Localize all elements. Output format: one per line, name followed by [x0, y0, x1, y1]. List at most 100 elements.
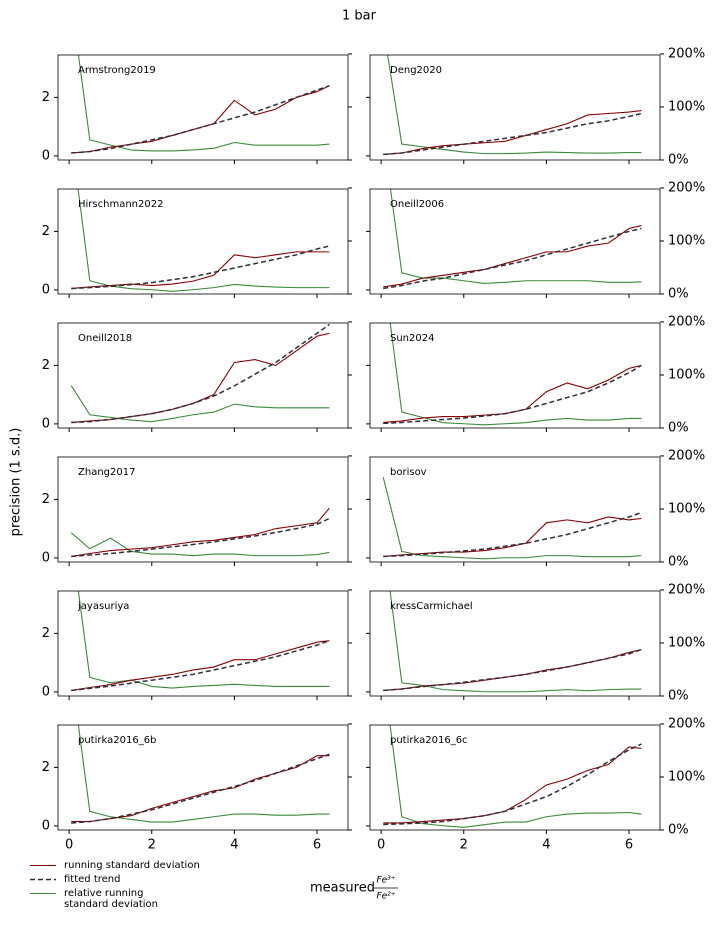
series-line — [382, 477, 642, 560]
series-line — [389, 591, 642, 693]
series-line — [71, 507, 330, 557]
y2-tick-label: 200% — [668, 448, 705, 463]
panel: Deng2020 0% 100% 200% — [366, 46, 705, 168]
plot-area — [70, 323, 330, 424]
panel-title: kressCarmichael — [390, 601, 473, 612]
y-tick-label: 0 — [42, 684, 50, 699]
series-line — [383, 648, 642, 691]
panel-title: borisov — [390, 467, 427, 478]
series-line — [71, 517, 330, 558]
plot-area — [382, 477, 642, 560]
axes-frame — [57, 54, 349, 161]
panel: putirka2016_6b 0 2 4 6 0 2 — [42, 723, 352, 853]
x-tick-label: 6 — [313, 838, 321, 853]
x-axis-label-numerator: Fe³⁺ — [376, 876, 395, 886]
panel-title: putirka2016_6b — [78, 735, 156, 746]
series-line — [383, 225, 642, 288]
series-line — [71, 323, 330, 424]
y2-tick-label: 0% — [668, 421, 689, 436]
panel-title: Sun2024 — [390, 333, 434, 344]
series-line — [383, 511, 642, 558]
series-line — [383, 648, 642, 692]
plot-area — [71, 725, 330, 824]
x-tick-label: 0 — [377, 838, 385, 853]
y-tick-label: 0 — [42, 282, 50, 297]
x-tick-label: 4 — [230, 838, 238, 853]
legend-label: running standard deviation — [64, 860, 200, 871]
panel-title: Zhang2017 — [78, 467, 135, 478]
series-line — [383, 364, 642, 425]
plot-area — [71, 55, 330, 154]
y2-tick-label: 200% — [668, 314, 705, 329]
panel: Zhang2017 0 2 — [42, 455, 352, 566]
panel: borisov 0% 100% 200% — [366, 448, 705, 570]
panel-title: Oneill2018 — [78, 333, 132, 344]
series-line — [383, 743, 642, 826]
y2-tick-label: 200% — [668, 716, 705, 731]
legend-swatch — [30, 878, 56, 881]
series-line — [71, 245, 330, 290]
plot-area — [383, 189, 642, 290]
panel: putirka2016_6c 0 2 4 6 0% 100% 200% — [366, 716, 705, 853]
y-tick-label: 0 — [42, 416, 50, 431]
panel: Sun2024 0% 100% 200% — [366, 314, 705, 436]
panel: Armstrong2019 0 2 — [42, 53, 352, 164]
plot-area — [383, 55, 642, 156]
axes-frame — [369, 590, 661, 697]
y2-tick-label: 200% — [668, 180, 705, 195]
axes-frame — [369, 188, 661, 295]
plot-area — [383, 591, 642, 693]
series-line — [383, 516, 642, 557]
series-line — [383, 227, 642, 290]
series-line — [71, 251, 330, 289]
series-line — [77, 725, 330, 823]
series-line — [383, 746, 642, 824]
series-line — [389, 725, 642, 828]
legend-entry: running standard deviation — [30, 860, 200, 871]
y2-tick-label: 100% — [668, 99, 705, 114]
series-line — [71, 753, 330, 824]
y2-tick-label: 0% — [668, 555, 689, 570]
panel-title: Oneill2006 — [390, 199, 444, 210]
series-line — [77, 55, 330, 152]
panel-title: Armstrong2019 — [78, 65, 156, 76]
x-axis-label: measured — [310, 881, 375, 896]
plot-area — [71, 591, 330, 692]
figure-title: 1 bar — [342, 9, 377, 24]
series-line — [70, 385, 330, 423]
y-axis-label: precision (1 s.d.) — [9, 428, 24, 537]
series-line — [387, 55, 642, 155]
series-line — [389, 323, 642, 426]
series-line — [383, 110, 642, 155]
y2-tick-label: 100% — [668, 367, 705, 382]
y-tick-label: 0 — [42, 148, 50, 163]
axes-frame — [369, 54, 661, 161]
y-tick-label: 2 — [42, 224, 50, 239]
x-tick-label: 6 — [625, 838, 633, 853]
series-line — [383, 364, 642, 423]
y-tick-label: 2 — [42, 492, 50, 507]
y2-tick-label: 0% — [668, 287, 689, 302]
axes-frame — [57, 188, 349, 295]
axes-frame — [369, 456, 661, 563]
panel: Hirschmann2022 0 2 — [42, 187, 352, 298]
y2-tick-label: 200% — [668, 46, 705, 61]
legend-entry: relative running standard deviation — [30, 888, 200, 910]
series-line — [77, 189, 330, 292]
axes-frame — [57, 322, 349, 429]
y-tick-label: 2 — [42, 358, 50, 373]
axes-frame — [57, 590, 349, 697]
legend-label: fitted trend — [64, 874, 121, 885]
series-line — [71, 85, 330, 154]
y2-tick-label: 0% — [668, 689, 689, 704]
panel: jayasuriya 0 2 — [42, 589, 352, 700]
series-line — [71, 755, 330, 823]
axes-frame — [369, 322, 661, 429]
y-tick-label: 2 — [42, 90, 50, 105]
legend-swatch — [30, 892, 56, 895]
y2-tick-label: 100% — [668, 233, 705, 248]
y-tick-label: 0 — [42, 550, 50, 565]
plot-area — [383, 323, 642, 426]
legend-label: relative running standard deviation — [64, 888, 159, 910]
